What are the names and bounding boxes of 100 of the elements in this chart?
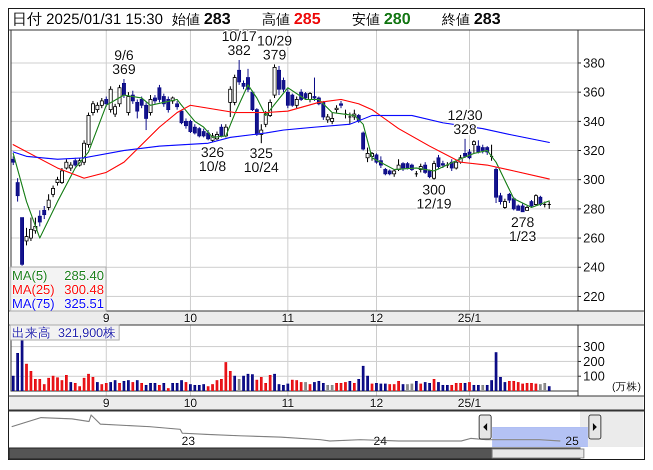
candlestick [237,60,242,86]
bar [432,379,436,391]
candlestick [122,78,126,98]
text: 安値 280 [352,11,411,28]
bar [472,384,476,391]
candlestick [100,97,104,109]
candlestick [219,124,224,138]
bar [388,384,392,391]
bar [118,383,121,391]
candlestick [42,205,46,220]
x-tick-label: 12 [370,311,384,325]
bar [424,382,427,391]
candlestick [294,96,299,109]
y-tick-label: 300 [583,172,605,188]
bar [370,384,374,391]
x-tick-label: 10 [184,396,198,410]
candlestick [366,147,370,163]
candlestick [126,92,130,116]
bar [300,382,303,391]
y-axis-title: (万株) [612,380,641,393]
y-tick-label: 380 [583,55,605,70]
text: 終値 283 [441,11,501,28]
candlestick [197,126,202,138]
annotation: 10/29 379 [257,32,292,62]
x-tick-label: 25/1 [458,311,482,325]
bar [548,386,551,391]
bar [352,383,356,391]
candlestick [308,92,312,103]
bar [140,383,144,391]
y-tick-label: 260 [583,230,605,246]
y-tick-label: 320 [583,143,605,158]
candlestick [286,88,290,109]
candlestick [502,198,507,210]
bar [402,384,404,391]
bar [330,384,334,391]
y-tick-label: 300 [583,339,605,354]
chart-title: 日付 2025/01/31 15:30 [12,11,163,28]
bar [516,382,520,391]
bar [362,366,365,391]
candlestick [192,124,197,135]
bar [74,383,77,391]
y-tick-label: 360 [583,84,605,100]
bar [397,380,400,391]
bar [428,383,431,391]
chart-title: 出来高 321,900株 [12,325,116,340]
x-tick-label: 9 [102,311,110,325]
bar [136,380,139,391]
text: 高値 285 [262,11,321,28]
bar [286,384,290,391]
line-series [12,98,550,180]
bar [109,382,112,391]
bar [454,383,458,391]
bar [47,378,50,391]
y-tick-label: 100 [583,368,605,384]
candlestick [290,93,294,108]
bar [260,376,263,391]
x-tick-label: 24 [374,434,388,448]
text: MA(75) [12,296,55,311]
bar [100,384,104,391]
bar [392,384,396,391]
bar [238,379,240,391]
bar [481,384,484,391]
candlestick [108,86,113,114]
bar [228,371,232,391]
x-tick-label: 11 [282,311,294,325]
annotation: 285.40 [64,268,104,283]
text: MA(25) [12,282,55,297]
candlestick [472,140,476,154]
bar [158,384,161,391]
bar [450,384,454,391]
bar [224,362,228,391]
text: MA(5) [12,268,48,283]
candlestick [361,131,366,152]
bar [419,384,422,391]
bar [69,382,72,391]
y-tick-label: 240 [583,260,605,275]
bar [162,383,166,391]
bar [476,384,480,391]
candlestick [118,84,122,108]
y-tick-label: 200 [583,354,605,369]
annotation: 278 1/23 [509,214,536,244]
candlestick [476,140,480,154]
bar [538,384,542,391]
y-tick-label: 220 [583,288,605,304]
x-tick-label: 25 [565,434,580,448]
bar [508,380,511,391]
annotation: 326 10/8 [198,144,226,174]
bar [184,382,188,391]
bar [414,380,418,391]
bar [308,384,312,391]
bar [38,379,42,391]
bar [96,382,99,391]
y-tick-label: 280 [583,201,605,216]
x-tick-label: 23 [182,434,196,448]
candlestick [148,94,152,116]
bar [317,380,320,391]
bar [322,383,325,391]
bar [304,382,307,391]
x-tick-label: 9 [102,396,110,410]
bar [264,383,268,391]
